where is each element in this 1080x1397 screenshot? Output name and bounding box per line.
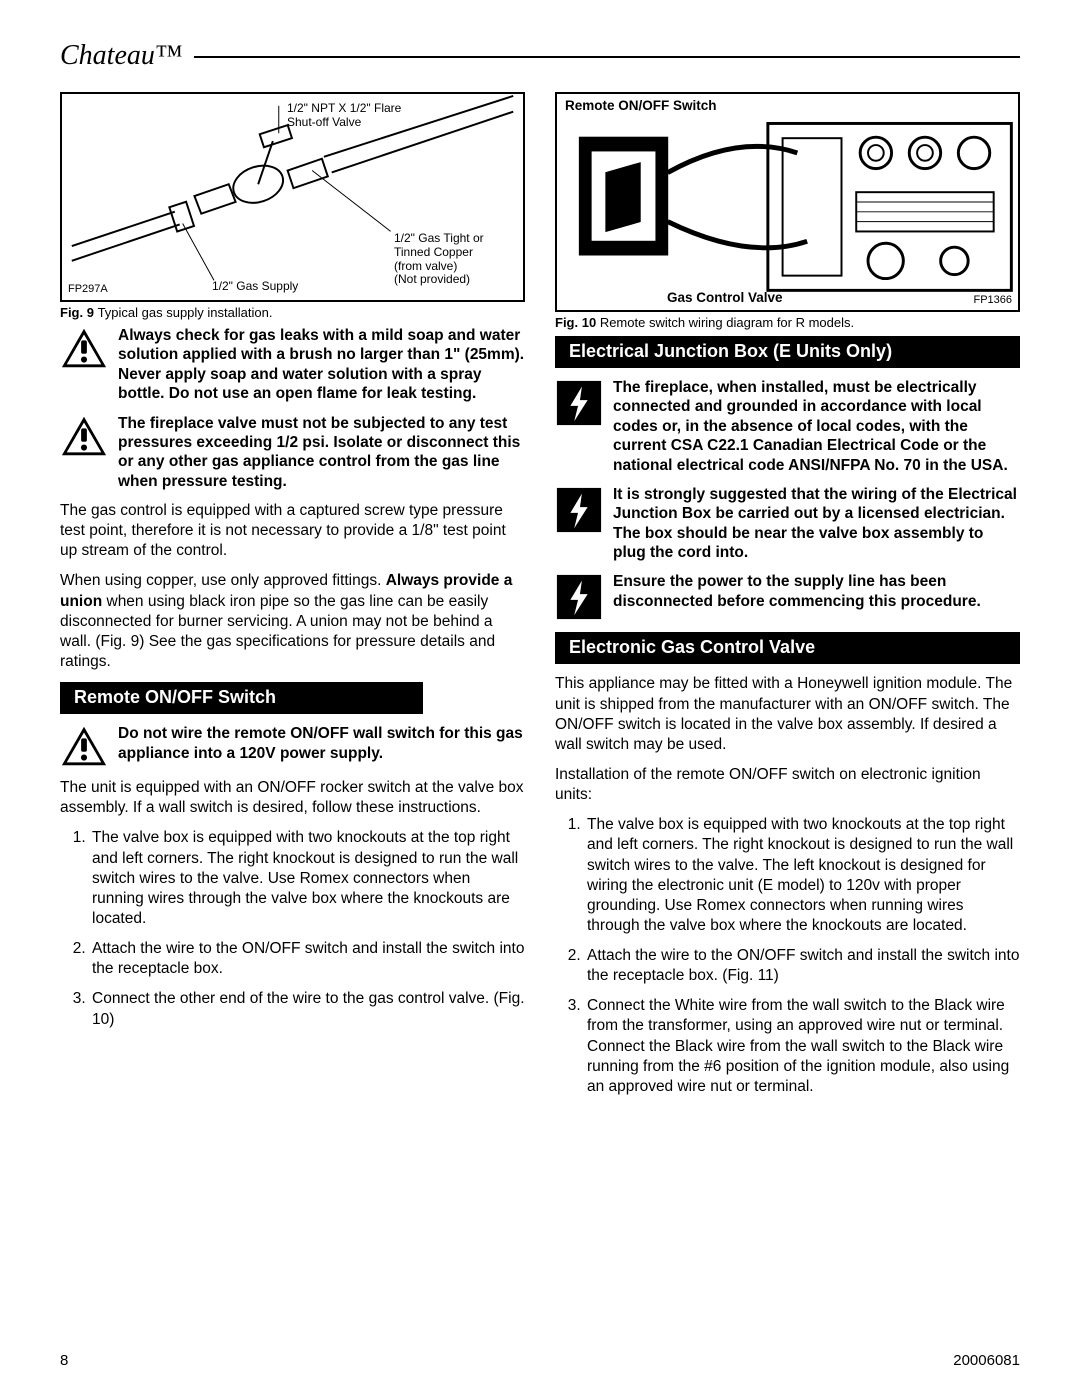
warning-pressure: The fireplace valve must not be subjecte… <box>60 414 525 492</box>
section-remote-switch: Remote ON/OFF Switch <box>60 682 423 714</box>
step: The valve box is equipped with two knock… <box>585 815 1020 936</box>
step: Attach the wire to the ON/OFF switch and… <box>585 946 1020 986</box>
header-rule <box>194 56 1020 58</box>
remote-switch-steps: The valve box is equipped with two knock… <box>60 828 525 1029</box>
product-name: Chateau™ <box>60 40 194 72</box>
shock-icon <box>555 485 603 535</box>
fig9-supply-label: 1/2" Gas Supply <box>212 280 298 294</box>
page-header: Chateau™ <box>60 40 1020 72</box>
warning-icon <box>60 326 108 370</box>
shock-icon <box>555 378 603 428</box>
left-column: 1/2" NPT X 1/2" Flare Shut-off Valve 1/2… <box>60 92 525 1107</box>
fig9-code: FP297A <box>68 283 108 296</box>
paragraph-install-intro: Installation of the remote ON/OFF switch… <box>555 765 1020 805</box>
document-number: 20006081 <box>953 1352 1020 1369</box>
paragraph-test-point: The gas control is equipped with a captu… <box>60 501 525 561</box>
step: The valve box is equipped with two knock… <box>90 828 525 929</box>
paragraph-honeywell: This appliance may be fitted with a Hone… <box>555 674 1020 755</box>
fig9-valve-label: 1/2" NPT X 1/2" Flare Shut-off Valve <box>287 102 401 130</box>
two-column-layout: 1/2" NPT X 1/2" Flare Shut-off Valve 1/2… <box>60 92 1020 1107</box>
fig10-bottom-label: Gas Control Valve <box>667 290 783 306</box>
figure-9-caption: Fig. 9 Typical gas supply installation. <box>60 305 525 320</box>
step: Connect the White wire from the wall swi… <box>585 996 1020 1097</box>
shock-icon <box>555 572 603 622</box>
page-footer: 8 20006081 <box>60 1352 1020 1369</box>
figure-10-diagram: Remote ON/OFF Switch Gas Control Valve F… <box>555 92 1020 312</box>
section-junction-box: Electrical Junction Box (E Units Only) <box>555 336 1020 368</box>
paragraph-union: When using copper, use only approved fit… <box>60 571 525 672</box>
section-electronic-valve: Electronic Gas Control Valve <box>555 632 1020 664</box>
warning-disconnect-power: Ensure the power to the supply line has … <box>555 572 1020 622</box>
warning-electrical-code: The fireplace, when installed, must be e… <box>555 378 1020 475</box>
electronic-valve-steps: The valve box is equipped with two knock… <box>555 815 1020 1097</box>
fig10-top-label: Remote ON/OFF Switch <box>565 98 717 114</box>
fig10-code: FP1366 <box>973 294 1012 307</box>
fig9-tight-label: 1/2" Gas Tight or Tinned Copper (from va… <box>394 232 484 287</box>
step: Attach the wire to the ON/OFF switch and… <box>90 939 525 979</box>
page-number: 8 <box>60 1352 68 1369</box>
paragraph-rocker: The unit is equipped with an ON/OFF rock… <box>60 778 525 818</box>
warning-120v: Do not wire the remote ON/OFF wall switc… <box>60 724 525 768</box>
warning-icon <box>60 414 108 458</box>
warning-leak-test: Always check for gas leaks with a mild s… <box>60 326 525 404</box>
figure-10-caption: Fig. 10 Remote switch wiring diagram for… <box>555 315 1020 330</box>
step: Connect the other end of the wire to the… <box>90 989 525 1029</box>
warning-icon <box>60 724 108 768</box>
warning-electrician: It is strongly suggested that the wiring… <box>555 485 1020 563</box>
figure-9-diagram: 1/2" NPT X 1/2" Flare Shut-off Valve 1/2… <box>60 92 525 302</box>
right-column: Remote ON/OFF Switch Gas Control Valve F… <box>555 92 1020 1107</box>
